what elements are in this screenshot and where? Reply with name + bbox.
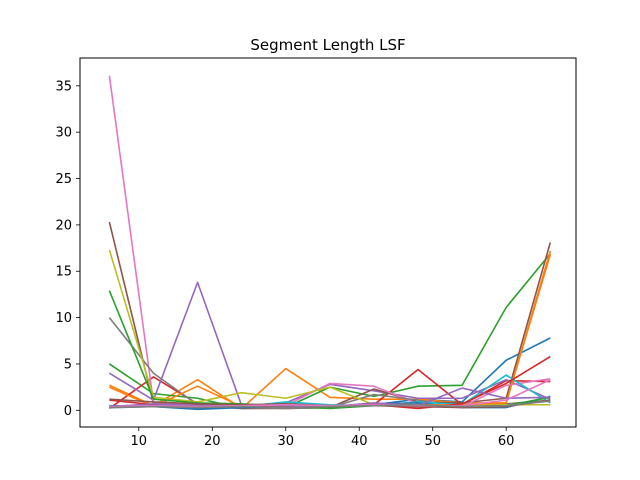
x-tick-label-30: 30 [277, 434, 294, 449]
series-line-17 [109, 378, 551, 408]
y-tick-label-30: 30 [55, 126, 72, 141]
series-layer [108, 75, 552, 411]
y-tick-label-10: 10 [55, 311, 72, 326]
series-line-7 [108, 75, 551, 409]
y-tick-label-25: 25 [55, 172, 72, 187]
axis-layer: 10 20 30 40 50 60 0 5 10 15 20 25 30 35 [55, 79, 514, 449]
y-tick-label-15: 15 [55, 265, 72, 280]
series-line-2 [109, 254, 552, 410]
y-tick-label-20: 20 [55, 218, 72, 233]
y-tick-label-5: 5 [64, 357, 72, 372]
y-tick-label-35: 35 [55, 79, 72, 94]
series-line-9 [108, 249, 551, 408]
series-line-18 [109, 400, 551, 409]
plot-frame [79, 57, 577, 428]
x-tick-label-10: 10 [131, 434, 148, 449]
x-tick-label-50: 50 [424, 434, 441, 449]
y-tick-label-0: 0 [64, 404, 72, 419]
chart-title: Segment Length LSF [250, 36, 405, 54]
x-tick-label-40: 40 [351, 434, 368, 449]
x-tick-label-20: 20 [204, 434, 221, 449]
x-tick-label-60: 60 [498, 434, 515, 449]
